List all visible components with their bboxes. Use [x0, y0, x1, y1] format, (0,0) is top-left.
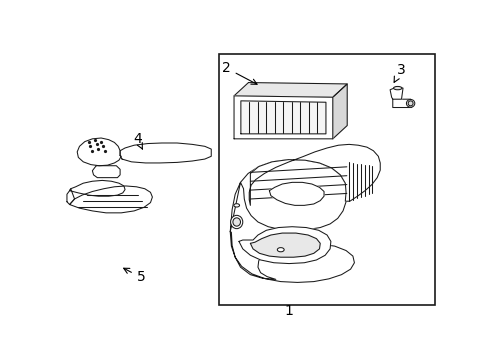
Polygon shape [390, 87, 403, 99]
Polygon shape [241, 101, 326, 134]
Polygon shape [393, 99, 412, 108]
Polygon shape [77, 138, 121, 166]
Bar [219, 54, 435, 305]
Polygon shape [70, 186, 152, 213]
Polygon shape [234, 96, 333, 139]
Text: 2: 2 [222, 61, 257, 84]
Polygon shape [230, 232, 354, 283]
Polygon shape [67, 189, 74, 204]
Text: 1: 1 [285, 304, 294, 318]
Ellipse shape [277, 248, 284, 252]
Polygon shape [70, 180, 125, 196]
Ellipse shape [408, 101, 413, 106]
Polygon shape [234, 82, 347, 97]
Ellipse shape [393, 86, 402, 90]
Ellipse shape [233, 218, 241, 226]
Polygon shape [120, 143, 211, 163]
Polygon shape [270, 183, 324, 205]
Text: 5: 5 [123, 268, 146, 284]
Polygon shape [230, 159, 347, 232]
Ellipse shape [406, 99, 415, 107]
Polygon shape [93, 166, 120, 177]
Polygon shape [239, 227, 331, 264]
Polygon shape [250, 233, 320, 257]
Text: 4: 4 [133, 132, 143, 149]
Ellipse shape [234, 204, 240, 207]
Ellipse shape [231, 215, 243, 229]
Polygon shape [249, 144, 380, 205]
Polygon shape [333, 84, 347, 139]
Text: 3: 3 [394, 63, 406, 82]
